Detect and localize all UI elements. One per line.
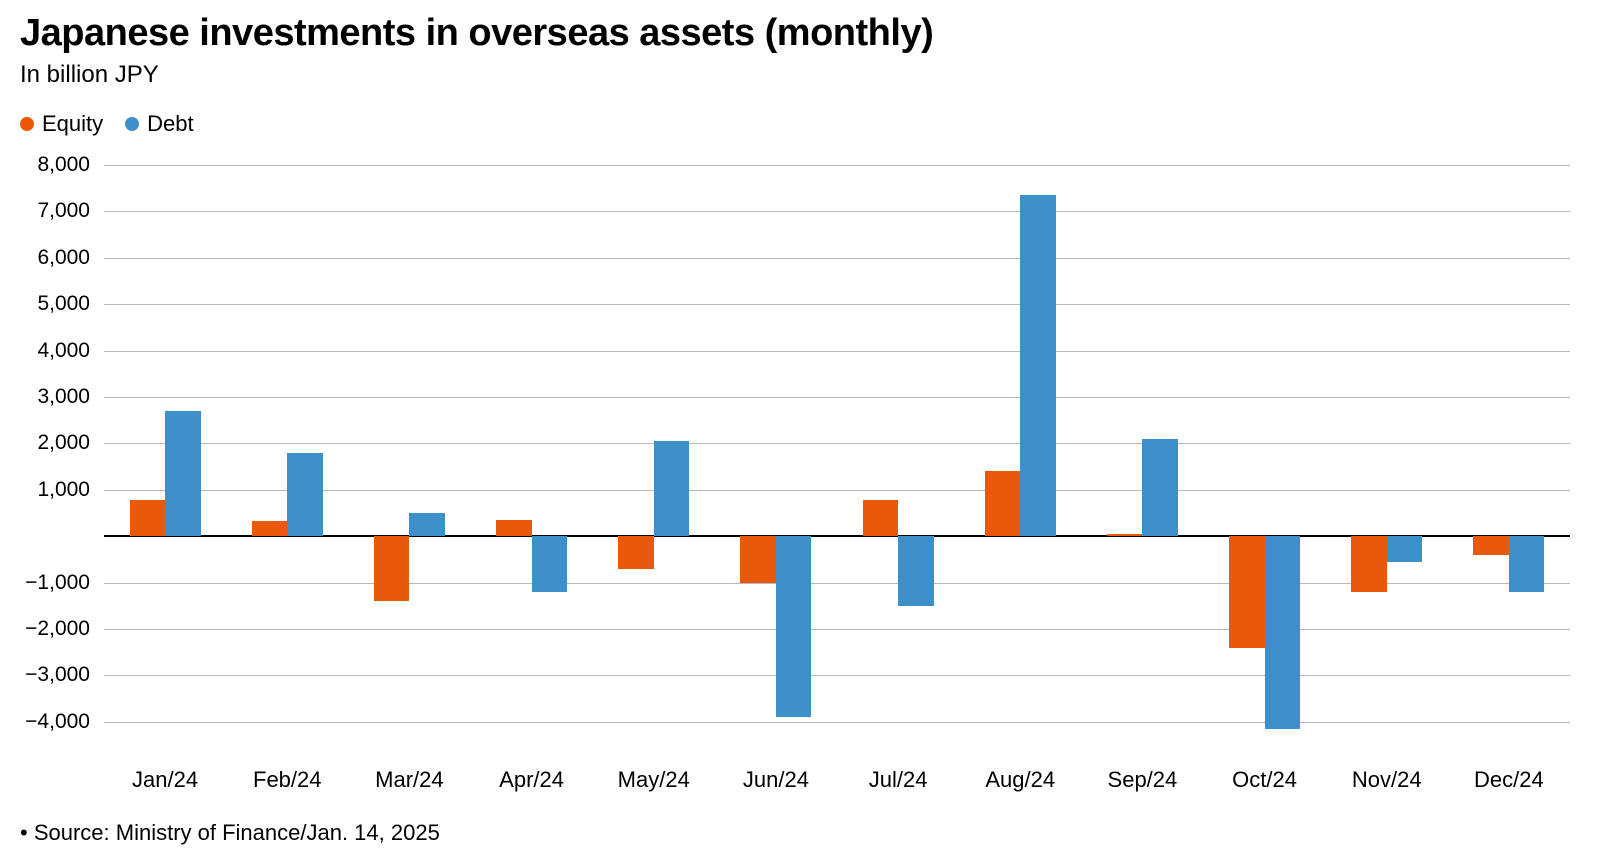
bar-debt [409, 513, 444, 536]
bar-debt [776, 536, 811, 717]
y-tick-label: −3,000 [25, 663, 90, 687]
x-tick-label: Jul/24 [869, 767, 928, 793]
y-tick-label: 2,000 [37, 431, 90, 455]
x-tick-label: Mar/24 [375, 767, 443, 793]
legend-item-equity: Equity [20, 111, 103, 137]
y-tick-label: 6,000 [37, 246, 90, 270]
bar-equity [130, 500, 165, 536]
bar-equity [1107, 534, 1142, 536]
legend-label-debt: Debt [147, 111, 193, 137]
bar-debt [1142, 439, 1177, 536]
bar-debt [654, 441, 689, 536]
x-tick-label: Feb/24 [253, 767, 322, 793]
x-tick-label: May/24 [618, 767, 690, 793]
y-tick-label: −4,000 [25, 710, 90, 734]
bar-equity [740, 536, 775, 582]
x-tick-label: Aug/24 [985, 767, 1055, 793]
legend: Equity Debt [20, 111, 1580, 137]
legend-swatch-debt [125, 117, 139, 131]
bar-equity [1351, 536, 1386, 592]
y-tick-label: 5,000 [37, 292, 90, 316]
legend-swatch-equity [20, 117, 34, 131]
y-tick-label: 8,000 [37, 153, 90, 177]
bar-equity [252, 521, 287, 536]
x-tick-label: Jun/24 [743, 767, 809, 793]
x-tick-label: Jan/24 [132, 767, 198, 793]
chart-subtitle: In billion JPY [20, 61, 1580, 89]
bar-debt [532, 536, 567, 592]
bar-debt [1387, 536, 1422, 562]
legend-item-debt: Debt [125, 111, 193, 137]
plot-area [104, 165, 1570, 745]
bar-debt [1020, 195, 1055, 536]
x-tick-label: Sep/24 [1108, 767, 1178, 793]
y-tick-label: −1,000 [25, 571, 90, 595]
bar-equity [1229, 536, 1264, 647]
chart-source: • Source: Ministry of Finance/Jan. 14, 2… [20, 820, 440, 846]
y-tick-label: 4,000 [37, 339, 90, 363]
bar-equity [1473, 536, 1508, 555]
bar-equity [985, 471, 1020, 536]
y-tick-label: 3,000 [37, 385, 90, 409]
chart-region: −4,000 −3,000 −2,000 −1,000 1,000 2,000 3,000 4… [20, 165, 1580, 745]
bar-equity [496, 520, 531, 536]
y-tick-label: 7,000 [37, 199, 90, 223]
bars-layer [104, 165, 1570, 745]
legend-label-equity: Equity [42, 111, 103, 137]
bar-debt [165, 411, 200, 536]
x-tick-label: Nov/24 [1352, 767, 1422, 793]
y-axis: −4,000 −3,000 −2,000 −1,000 1,000 2,000 3,000 4… [20, 165, 98, 745]
bar-debt [1265, 536, 1300, 729]
bar-debt [898, 536, 933, 606]
bar-debt [287, 453, 322, 537]
x-axis: Jan/24 Feb/24 Mar/24 Apr/24 May/24 Jun/24 Jul/… [104, 767, 1570, 797]
y-tick-label: 1,000 [37, 478, 90, 502]
x-tick-label: Oct/24 [1232, 767, 1297, 793]
bar-equity [618, 536, 653, 568]
bar-equity [863, 500, 898, 536]
chart-title: Japanese investments in overseas assets … [20, 12, 1580, 55]
bar-equity [374, 536, 409, 601]
y-tick-label: −2,000 [25, 617, 90, 641]
x-tick-label: Apr/24 [499, 767, 564, 793]
chart-container: Japanese investments in overseas assets … [0, 0, 1600, 866]
x-tick-label: Dec/24 [1474, 767, 1544, 793]
bar-debt [1509, 536, 1544, 592]
